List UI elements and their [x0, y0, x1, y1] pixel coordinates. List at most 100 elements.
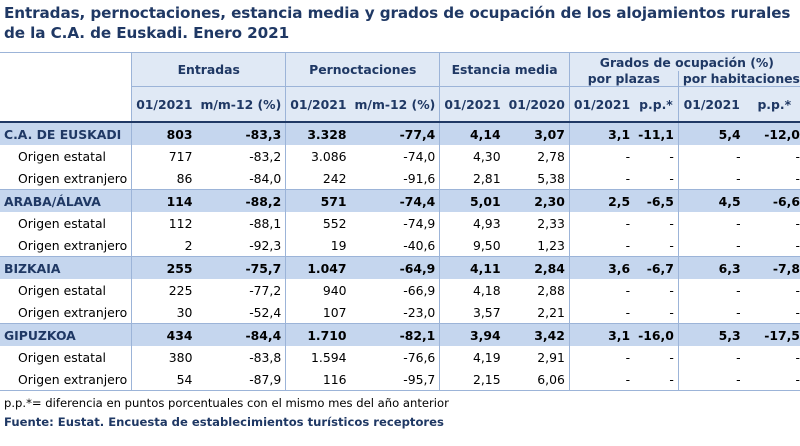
value-cell: 114: [131, 189, 197, 212]
value-cell: -: [669, 304, 674, 320]
value-cell: -83,8: [249, 349, 282, 365]
header-estancia-media: Estancia media: [439, 52, 570, 87]
value-cell: -82,1: [350, 323, 440, 346]
value-cell: 2,5: [568, 189, 635, 212]
value-cell: 4,19: [439, 346, 505, 368]
value-cell: 9,50: [439, 234, 505, 257]
value-cell: -: [677, 346, 745, 368]
header-por-plazas: por plazas: [568, 71, 679, 87]
value-cell: 4,11: [439, 256, 505, 279]
value-cell: -: [795, 215, 800, 231]
subheader-cell: p.p.*: [634, 86, 679, 122]
value-cell: -64,9: [350, 256, 440, 279]
value-cell: 3,42: [504, 323, 570, 346]
table-title: Entradas, pernoctaciones, estancia media…: [4, 4, 791, 42]
value-cell: -16,0: [634, 323, 679, 346]
value-cell: 4,93: [439, 212, 505, 234]
value-cell: -6,5: [634, 189, 679, 212]
row-label: GIPUZKOA: [0, 323, 132, 346]
value-cell: -: [568, 167, 635, 190]
value-cell: -84,4: [196, 323, 286, 346]
row-label: C.A. DE EUSKADI: [0, 121, 132, 145]
value-cell: 4,18: [439, 279, 505, 301]
value-cell: 1,23: [537, 237, 565, 253]
value-cell: 2,91: [537, 349, 565, 365]
origin-row: Origen extranjero 30 -52,4 107 -23,0 3,57 2,21…: [0, 301, 800, 324]
value-cell: 5,01: [439, 189, 505, 212]
row-label: Origen extranjero: [0, 368, 132, 391]
value-cell: 2,30: [504, 189, 570, 212]
row-label: Origen extranjero: [18, 170, 128, 186]
value-cell: -: [677, 301, 745, 324]
value-cell: -: [677, 145, 745, 167]
value-cell: 3,1: [568, 323, 635, 346]
value-cell: 5,38: [537, 170, 565, 186]
value-cell: 225: [131, 279, 197, 301]
header-entradas: Entradas: [131, 52, 286, 87]
origin-row: Origen estatal 717 -83,2 3.086 -74,0 4,30 2,78…: [0, 145, 800, 167]
value-cell: 434: [131, 323, 197, 346]
value-cell: -84,0: [249, 170, 282, 186]
value-cell: 552: [285, 212, 351, 234]
value-cell: 255: [131, 256, 197, 279]
value-cell: -66,9: [403, 282, 436, 298]
value-cell: -: [669, 215, 674, 231]
subheader-cell: m/m-12 (%): [196, 86, 286, 122]
value-cell: -: [568, 301, 635, 324]
value-cell: -: [677, 212, 745, 234]
value-cell: -: [568, 212, 635, 234]
value-cell: -: [795, 349, 800, 365]
footnote: p.p.*= diferencia en puntos porcentuales…: [4, 396, 449, 410]
value-cell: -: [634, 368, 679, 391]
value-cell: 242: [285, 167, 351, 190]
value-cell: -83,2: [249, 148, 282, 164]
value-cell: -6,6: [744, 189, 800, 212]
value-cell: 54: [131, 368, 197, 391]
value-cell: 30: [131, 301, 197, 324]
value-cell: -: [795, 282, 800, 298]
subheader-cell: 01/2021: [131, 86, 197, 122]
value-cell: -: [677, 167, 745, 190]
region-row: GIPUZKOA 434 -84,4 1.710 -82,1 3,94 3,42 3,1 -16…: [0, 323, 800, 346]
value-cell: -12,0: [744, 121, 800, 145]
value-cell: 6,06: [504, 368, 570, 391]
value-cell: 5,3: [677, 323, 745, 346]
row-label: Origen extranjero: [18, 237, 128, 253]
value-cell: -23,0: [403, 304, 436, 320]
subheader-cell: 01/2021: [439, 86, 505, 122]
value-cell: -: [568, 234, 635, 257]
origin-row: Origen estatal 225 -77,2 940 -66,9 4,18 2,88- -…: [0, 279, 800, 301]
subheader-cell: p.p.*: [744, 86, 800, 122]
value-cell: 1.047: [285, 256, 351, 279]
corner-cell: [0, 52, 132, 122]
value-cell: 2: [131, 234, 197, 257]
value-cell: 3,94: [439, 323, 505, 346]
value-cell: 5,4: [677, 121, 745, 145]
value-cell: -: [795, 148, 800, 164]
value-cell: -: [677, 279, 745, 301]
region-row: BIZKAIA 255 -75,7 1.047 -64,9 4,11 2,84 3,6 -6,7…: [0, 256, 800, 279]
value-cell: -74,4: [350, 189, 440, 212]
value-cell: 3,6: [568, 256, 635, 279]
subheader-cell: 01/2021: [568, 86, 635, 122]
value-cell: -74,0: [403, 148, 436, 164]
row-label: Origen estatal: [18, 215, 106, 231]
value-cell: -: [568, 346, 635, 368]
subheader-cell: 01/2021: [677, 86, 745, 122]
source-note: Fuente: Eustat. Encuesta de establecimie…: [4, 415, 444, 429]
origin-row: Origen extranjero 54 -87,9 116 -95,7 2,15 6,06…: [0, 368, 800, 391]
value-cell: 3,1: [568, 121, 635, 145]
row-label: Origen estatal: [18, 148, 106, 164]
origin-row: Origen extranjero 86 -84,0 242 -91,6 2,81 5,38…: [0, 167, 800, 190]
value-cell: -: [669, 282, 674, 298]
region-row: C.A. DE EUSKADI 803 -83,3 3.328 -77,4 4,14 3,0…: [0, 121, 800, 145]
value-cell: -91,6: [403, 170, 436, 186]
value-cell: 1.710: [285, 323, 351, 346]
value-cell: 116: [285, 368, 351, 391]
value-cell: -: [568, 368, 635, 391]
data-table: Entradas Pernoctaciones Estancia media G…: [0, 52, 800, 391]
value-cell: 3.328: [285, 121, 351, 145]
region-row: ARABA/ÁLAVA 114 -88,2 571 -74,4 5,01 2,30 2,5 -6…: [0, 189, 800, 212]
value-cell: 380: [131, 346, 197, 368]
value-cell: -40,6: [403, 237, 436, 253]
